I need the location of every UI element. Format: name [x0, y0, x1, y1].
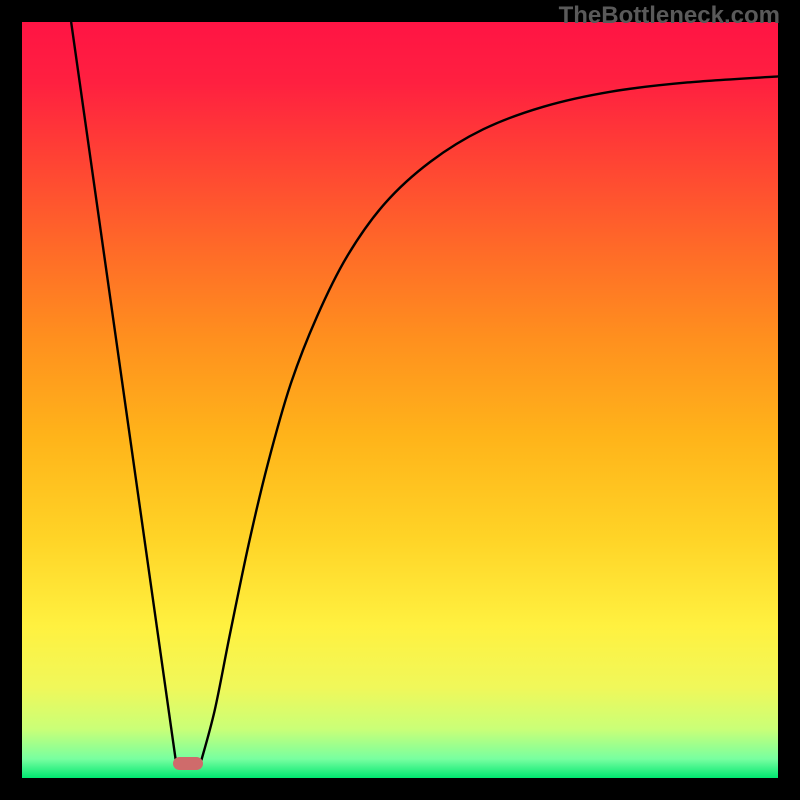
plot-area [22, 22, 778, 778]
gradient-background [22, 22, 778, 778]
outer-frame: TheBottleneck.com [0, 0, 800, 800]
